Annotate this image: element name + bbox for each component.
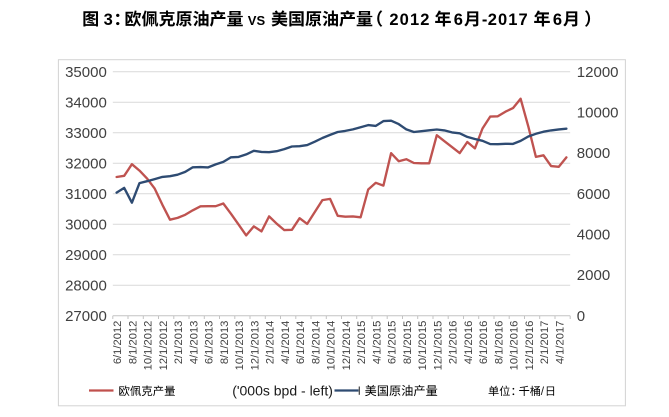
svg-text:2/1/2014: 2/1/2014 [265,321,277,365]
svg-text:-: - [482,11,488,29]
svg-text:6/1/2016: 6/1/2016 [478,321,490,365]
svg-text:6: 6 [553,11,562,29]
svg-text:4/1/2016: 4/1/2016 [463,321,475,365]
svg-text:2017: 2017 [488,11,529,29]
svg-text:12000: 12000 [577,64,619,81]
svg-text:10/1/2014: 10/1/2014 [326,321,338,371]
svg-text:2012: 2012 [389,11,430,29]
svg-text:10/1/2013: 10/1/2013 [234,321,246,371]
svg-text:6/1/2014: 6/1/2014 [295,321,307,365]
svg-text:8/1/2016: 8/1/2016 [493,321,505,365]
svg-text:/: / [541,384,545,398]
svg-text:10/1/2016: 10/1/2016 [509,321,521,371]
svg-text:12/1/2012: 12/1/2012 [158,321,170,371]
svg-text:29000: 29000 [65,247,107,264]
svg-text:35000: 35000 [65,64,107,81]
svg-text:4/1/2014: 4/1/2014 [280,321,292,365]
svg-text:27000: 27000 [65,308,107,325]
svg-text:4/1/2017: 4/1/2017 [554,321,566,365]
svg-text:6/1/2013: 6/1/2013 [204,321,216,365]
svg-text:8000: 8000 [577,145,610,162]
svg-text:8/1/2013: 8/1/2013 [219,321,231,365]
svg-text:3: 3 [104,11,113,29]
svg-text:6000: 6000 [577,186,610,203]
svg-text:12/1/2015: 12/1/2015 [432,321,444,371]
svg-text:10000: 10000 [577,105,619,122]
svg-text:4/1/2013: 4/1/2013 [188,321,200,365]
svg-text:6/1/2012: 6/1/2012 [112,321,124,365]
svg-text:28000: 28000 [65,277,107,294]
svg-text:6/1/2015: 6/1/2015 [387,321,399,365]
svg-text:34000: 34000 [65,94,107,111]
svg-text:4000: 4000 [577,227,610,244]
svg-text:31000: 31000 [65,186,107,203]
svg-text:33000: 33000 [65,125,107,142]
svg-text:10/1/2012: 10/1/2012 [143,321,155,371]
svg-text:8/1/2012: 8/1/2012 [128,321,140,365]
svg-text:VS: VS [248,13,266,28]
svg-text:12/1/2014: 12/1/2014 [341,321,353,371]
svg-text:0: 0 [577,308,585,325]
svg-text:2/1/2013: 2/1/2013 [173,321,185,365]
svg-text:10/1/2015: 10/1/2015 [417,321,429,371]
svg-text:2000: 2000 [577,267,610,284]
svg-text:8/1/2015: 8/1/2015 [402,321,414,365]
svg-text:30000: 30000 [65,216,107,233]
svg-text:12/1/2016: 12/1/2016 [524,321,536,371]
svg-text:('000s bpd - left): ('000s bpd - left) [232,382,333,398]
svg-text:6: 6 [454,11,463,29]
svg-text:2/1/2015: 2/1/2015 [356,321,368,365]
svg-text:12/1/2013: 12/1/2013 [249,321,261,371]
svg-text:8/1/2014: 8/1/2014 [310,321,322,365]
svg-text:2/1/2016: 2/1/2016 [448,321,460,365]
svg-text:4/1/2015: 4/1/2015 [371,321,383,365]
svg-text:32000: 32000 [65,155,107,172]
svg-text:2/1/2017: 2/1/2017 [539,321,551,365]
